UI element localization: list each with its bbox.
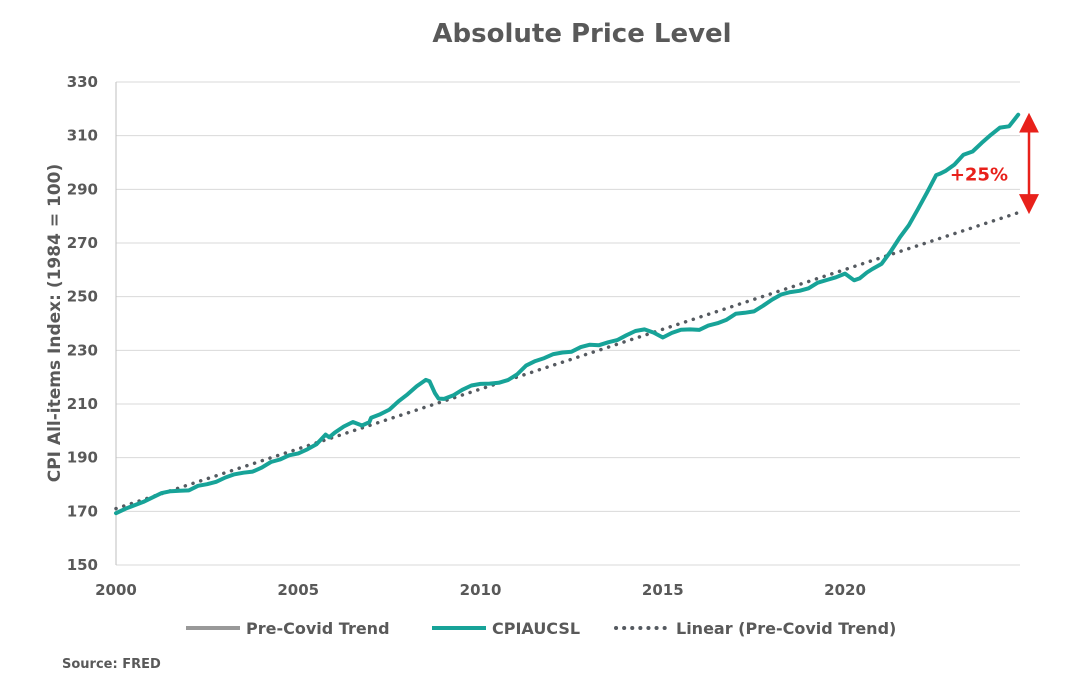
y-tick-label: 230 bbox=[67, 341, 98, 359]
x-tick-label: 2010 bbox=[460, 581, 502, 599]
x-tick-label: 2015 bbox=[642, 581, 684, 599]
chart-title: Absolute Price Level bbox=[432, 19, 731, 49]
y-axis-ticks: 150 170 190 210 230 250 270 290 310 330 bbox=[67, 73, 98, 574]
x-tick-label: 2005 bbox=[277, 581, 319, 599]
y-tick-label: 250 bbox=[67, 288, 98, 306]
y-tick-label: 270 bbox=[67, 234, 98, 252]
x-tick-label: 2000 bbox=[95, 581, 137, 599]
legend: Pre-Covid Trend CPIAUCSL Linear (Pre-Cov… bbox=[186, 619, 896, 638]
y-tick-label: 150 bbox=[67, 556, 98, 574]
series-line-cpiaucsl bbox=[114, 112, 1021, 516]
gap-label: +25% bbox=[950, 165, 1008, 186]
gridlines bbox=[116, 81, 1020, 566]
annotations: +25% bbox=[950, 112, 1039, 215]
source-note: Source: FRED bbox=[62, 657, 161, 672]
series-line-linear-trend bbox=[114, 210, 1022, 511]
x-tick-label: 2020 bbox=[824, 581, 866, 599]
legend-label-cpiaucsl: CPIAUCSL bbox=[492, 619, 580, 638]
y-tick-label: 190 bbox=[67, 449, 98, 467]
y-tick-label: 330 bbox=[67, 73, 98, 91]
y-axis-label: CPI All-items Index: (1984 = 100) bbox=[45, 164, 65, 483]
y-tick-label: 290 bbox=[67, 180, 98, 198]
y-tick-label: 210 bbox=[67, 395, 98, 413]
y-tick-label: 170 bbox=[67, 502, 98, 520]
y-tick-label: 310 bbox=[67, 127, 98, 145]
x-axis-ticks: 2000 2005 2010 2015 2020 bbox=[95, 581, 866, 599]
legend-label-pre-covid-trend: Pre-Covid Trend bbox=[246, 619, 390, 638]
legend-label-linear-trend: Linear (Pre-Covid Trend) bbox=[676, 619, 896, 638]
plot-series bbox=[114, 112, 1022, 516]
